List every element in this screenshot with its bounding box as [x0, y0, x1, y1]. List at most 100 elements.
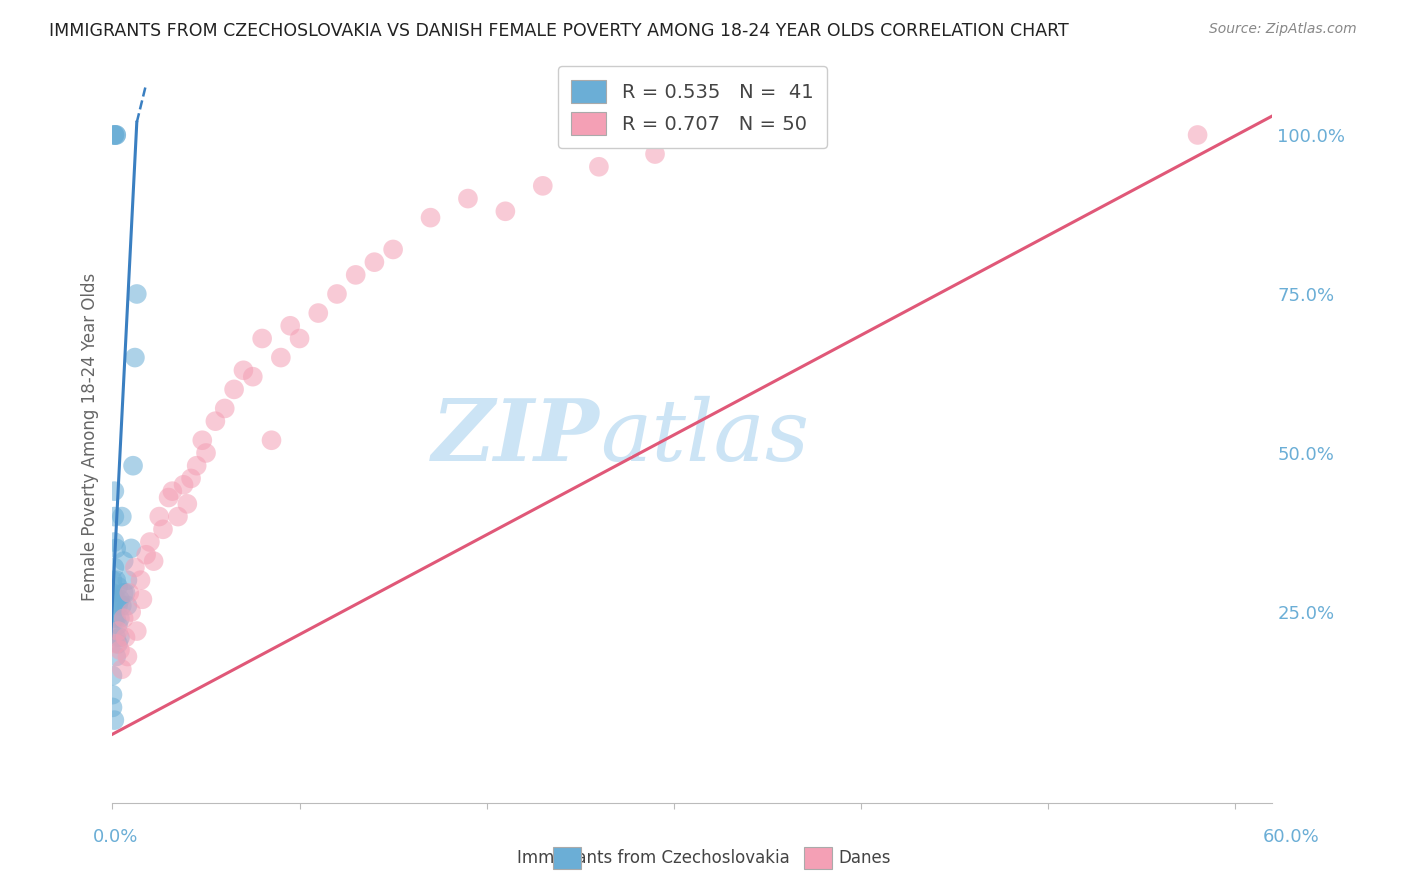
Point [382, 243, 405, 257]
Point [756, 128, 779, 142]
Point [118, 586, 141, 600]
Point [122, 458, 145, 473]
Point [260, 434, 283, 448]
Point [176, 497, 198, 511]
Point [278, 318, 301, 333]
Point [112, 611, 135, 625]
Point [107, 599, 129, 613]
Point [112, 586, 135, 600]
Point [111, 509, 134, 524]
Point [124, 560, 146, 574]
Text: IMMIGRANTS FROM CZECHOSLOVAKIA VS DANISH FEMALE POVERTY AMONG 18-24 YEAR OLDS CO: IMMIGRANTS FROM CZECHOSLOVAKIA VS DANISH… [49, 22, 1069, 40]
Point [344, 268, 367, 282]
Point [108, 611, 131, 625]
Point [180, 471, 202, 485]
Text: 60.0%: 60.0% [1263, 828, 1319, 846]
Point [129, 573, 152, 587]
Point [108, 631, 131, 645]
Y-axis label: Female Poverty Among 18-24 Year Olds: Female Poverty Among 18-24 Year Olds [80, 273, 98, 601]
Text: Immigrants from Czechoslovakia: Immigrants from Czechoslovakia [517, 849, 790, 867]
Point [103, 128, 125, 142]
Text: 0.0%: 0.0% [93, 828, 138, 846]
Point [105, 128, 128, 142]
Point [103, 535, 125, 549]
Point [157, 491, 180, 505]
Point [1187, 128, 1209, 142]
Point [167, 509, 190, 524]
Point [103, 713, 125, 727]
Point [105, 637, 128, 651]
Point [152, 522, 174, 536]
Point [363, 255, 385, 269]
Point [101, 668, 124, 682]
Point [135, 548, 157, 562]
Point [148, 509, 170, 524]
Point [222, 383, 245, 397]
Point [103, 592, 125, 607]
Point [588, 160, 610, 174]
Point [232, 363, 254, 377]
Point [105, 649, 128, 664]
Point [101, 586, 124, 600]
Point [173, 477, 195, 491]
Point [494, 204, 516, 219]
Point [101, 688, 124, 702]
Point [191, 434, 214, 448]
Point [105, 611, 128, 625]
Point [112, 554, 135, 568]
Point [103, 484, 125, 499]
Point [195, 446, 218, 460]
Point [326, 287, 349, 301]
Point [114, 631, 136, 645]
Point [105, 541, 128, 556]
Point [101, 700, 124, 714]
Point [307, 306, 329, 320]
Point [142, 554, 165, 568]
Point [103, 128, 125, 142]
Point [162, 484, 184, 499]
Point [107, 580, 129, 594]
Point [242, 369, 264, 384]
Point [107, 624, 129, 638]
Point [124, 351, 146, 365]
Point [644, 147, 666, 161]
Point [108, 643, 131, 657]
Point [186, 458, 208, 473]
Point [419, 211, 441, 225]
Point [139, 535, 162, 549]
Point [117, 649, 139, 664]
Point [120, 541, 142, 556]
Point [105, 573, 128, 587]
Point [117, 599, 139, 613]
Point [250, 331, 273, 345]
Point [105, 631, 128, 645]
Point [531, 178, 554, 193]
Point [103, 560, 125, 574]
Point [204, 414, 226, 428]
Point [131, 592, 153, 607]
Point [214, 401, 236, 416]
Point [125, 624, 148, 638]
Point [288, 331, 311, 345]
Point [117, 573, 139, 587]
Legend: R = 0.535   N =  41, R = 0.707   N = 50: R = 0.535 N = 41, R = 0.707 N = 50 [558, 66, 827, 148]
Point [270, 351, 292, 365]
Point [108, 592, 131, 607]
Point [103, 611, 125, 625]
Text: ZIP: ZIP [432, 395, 599, 479]
Point [111, 599, 134, 613]
Text: Danes: Danes [838, 849, 891, 867]
Point [101, 573, 124, 587]
Point [107, 617, 129, 632]
Point [120, 605, 142, 619]
Point [103, 128, 125, 142]
Point [107, 637, 129, 651]
Point [105, 592, 128, 607]
Text: atlas: atlas [599, 396, 808, 478]
Point [125, 287, 148, 301]
Point [114, 586, 136, 600]
Point [103, 509, 125, 524]
Point [111, 662, 134, 676]
Point [105, 128, 128, 142]
Point [457, 192, 479, 206]
